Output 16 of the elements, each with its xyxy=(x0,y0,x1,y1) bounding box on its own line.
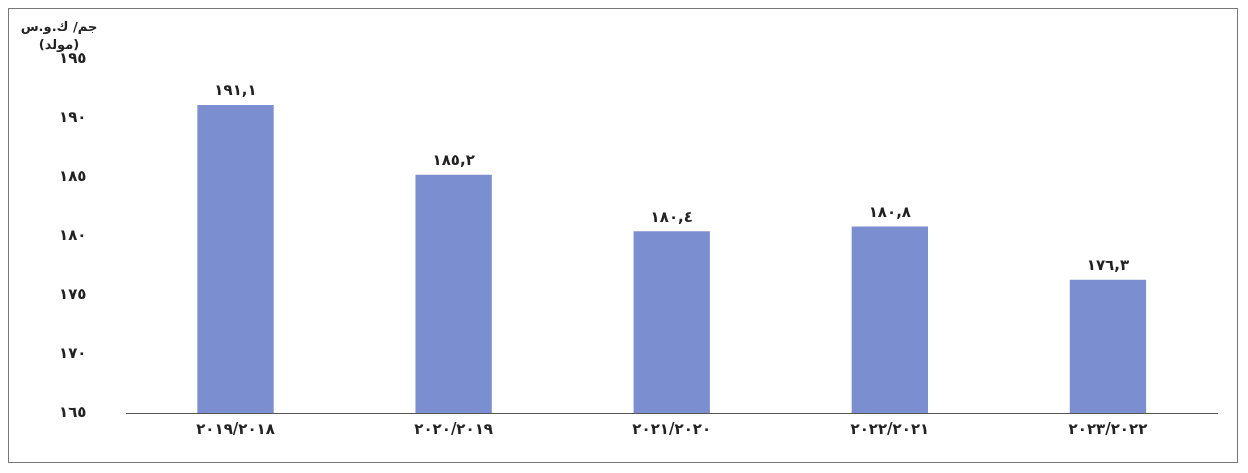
data-label: ١٨٥,٢ xyxy=(432,151,475,170)
data-label: ١٩١,١ xyxy=(214,81,257,100)
x-tick-label: ٢٠١٩/٢٠١٨ xyxy=(196,419,275,438)
y-tick-label: ١٩٠ xyxy=(59,107,87,126)
y-tick-label: ١٧٠ xyxy=(59,343,87,362)
x-tick-label: ٢٠٢١/٢٠٢٠ xyxy=(632,419,712,438)
x-tick-label: ٢٠٢٠/٢٠١٩ xyxy=(414,419,493,438)
y-tick-label: ١٨٠ xyxy=(59,225,87,244)
data-label: ١٨٠,٤ xyxy=(650,207,693,226)
data-label: ١٧٦,٣ xyxy=(1086,256,1130,275)
data-label: ١٨٠,٨ xyxy=(868,202,911,221)
y-tick-label: ١٧٥ xyxy=(59,284,87,303)
x-tick-label: ٢٠٢٢/٢٠٢١ xyxy=(850,419,930,438)
x-tick-label: ٢٠٢٣/٢٠٢٢ xyxy=(1068,419,1148,438)
y-tick-label: ١٦٥ xyxy=(59,402,87,421)
y-tick-label: ١٨٥ xyxy=(59,166,87,185)
